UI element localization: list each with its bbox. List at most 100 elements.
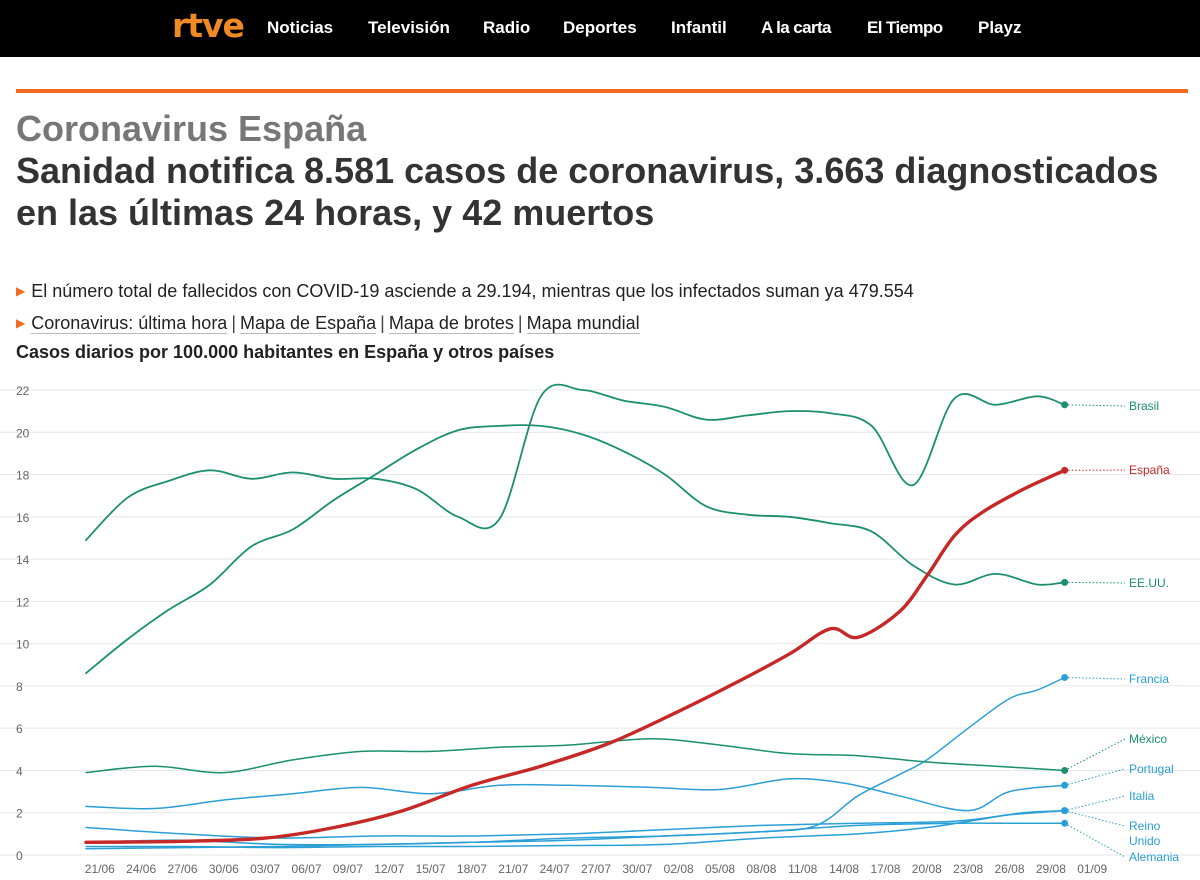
series-label-italia: Italia [1129, 789, 1155, 803]
link-separator: | [380, 313, 385, 333]
x-tick-label: 14/08 [829, 862, 859, 876]
x-tick-label: 21/07 [498, 862, 528, 876]
nav-item-playz[interactable]: Playz [978, 18, 1022, 37]
x-tick-label: 11/08 [788, 862, 817, 876]
series-line-portugal [85, 777, 1066, 812]
chart-series [84, 383, 1067, 850]
series-label-francia: Francia [1129, 672, 1169, 686]
series-label-ee-uu: EE.UU. [1129, 576, 1169, 590]
y-tick-label: 8 [16, 680, 23, 694]
leader-line-francia [1064, 676, 1126, 680]
x-tick-label: 02/08 [664, 862, 694, 876]
series-line-ee-uu [85, 383, 1066, 541]
x-tick-label: 17/08 [870, 862, 900, 876]
end-point-ee-uu [1061, 578, 1069, 586]
x-tick-label: 15/07 [416, 862, 446, 876]
chart-series-labels: Brasil España EE.UU. Francia México Portugal I… [1061, 399, 1179, 864]
nav-item-television[interactable]: Televisión [368, 18, 450, 37]
x-tick-label: 18/07 [457, 862, 487, 876]
x-tick-label: 30/07 [622, 862, 652, 876]
y-tick-label: 18 [16, 469, 30, 483]
end-point-mexico [1061, 766, 1069, 774]
series-label-part: Unido [1129, 834, 1161, 848]
x-tick-label: 08/08 [746, 862, 776, 876]
x-tick-label: 29/08 [1036, 862, 1066, 876]
x-tick-label: 23/08 [953, 862, 983, 876]
series-label-part: Reino [1129, 819, 1161, 833]
x-tick-label: 26/08 [994, 862, 1024, 876]
chart-grid: 0 2 4 6 8 10 12 14 16 18 20 22 21/06 24/06 27/06 30/06 0… [0, 384, 1200, 876]
y-tick-label: 6 [16, 722, 23, 736]
article-headline: Sanidad notifica 8.581 casos de coronavi… [16, 150, 1159, 233]
y-tick-label: 2 [16, 807, 23, 821]
series-label-portugal: Portugal [1129, 762, 1174, 776]
top-navigation-bar: rtve Noticias Televisión Radio Deportes … [0, 0, 1200, 57]
nav-item-noticias[interactable]: Noticias [267, 18, 334, 37]
x-tick-label: 27/07 [581, 862, 611, 876]
x-tick-label: 09/07 [333, 862, 363, 876]
y-tick-label: 20 [16, 426, 30, 440]
end-point-portugal [1061, 781, 1069, 789]
nav-item-deportes[interactable]: Deportes [563, 18, 637, 37]
y-tick-label: 10 [16, 638, 30, 652]
x-tick-label: 01/09 [1077, 862, 1107, 876]
nav-item-radio[interactable]: Radio [483, 18, 531, 37]
x-tick-label: 12/07 [374, 862, 404, 876]
x-tick-label: 21/06 [85, 862, 115, 876]
line-chart: 0 2 4 6 8 10 12 14 16 18 20 22 21/06 24/06 27/06 30/06 0… [0, 383, 1200, 876]
end-point-francia [1061, 673, 1069, 681]
end-point-brasil [1061, 401, 1069, 409]
leader-line-ee-uu [1064, 581, 1126, 584]
end-point-alemania [1061, 819, 1069, 827]
x-tick-label: 30/06 [209, 862, 239, 876]
link-mapa-brotes[interactable]: Mapa de brotes [388, 313, 514, 334]
x-tick-label: 27/06 [167, 862, 197, 876]
series-label-brasil: Brasil [1129, 399, 1159, 413]
nav-item-el-tiempo[interactable]: El Tiempo [867, 18, 943, 37]
y-tick-label: 12 [16, 595, 30, 609]
y-tick-label: 22 [16, 384, 30, 398]
series-label-mexico: México [1129, 732, 1167, 746]
nav-item-a-la-carta[interactable]: A la carta [761, 18, 832, 37]
bullet-arrow-icon: ▶ [16, 316, 26, 330]
link-mapa-mundial[interactable]: Mapa mundial [526, 313, 640, 334]
series-label-reino-unido: Reino Unido [1129, 819, 1161, 848]
leader-line-brasil [1064, 404, 1126, 407]
x-tick-label: 03/07 [250, 862, 280, 876]
link-ultima-hora[interactable]: Coronavirus: última hora [31, 313, 228, 334]
bullet-arrow-icon: ▶ [16, 284, 26, 298]
end-point-reino-unido [1061, 807, 1069, 815]
link-separator: | [231, 313, 237, 333]
y-tick-label: 16 [16, 511, 30, 525]
series-line-italia [85, 809, 1066, 849]
x-tick-label: 06/07 [292, 862, 322, 876]
series-label-espana: España [1129, 463, 1170, 477]
leader-line-mexico [1064, 738, 1126, 771]
summary-bullet: ▶ El número total de fallecidos con COVID… [16, 281, 914, 302]
series-label-alemania: Alemania [1129, 850, 1179, 864]
end-point-espana [1061, 466, 1069, 474]
series-line-espana [84, 468, 1067, 844]
section-title[interactable]: Coronavirus España [16, 108, 367, 149]
series-line-francia [85, 676, 1066, 850]
x-tick-label: 24/07 [540, 862, 570, 876]
y-tick-label: 4 [16, 764, 23, 778]
related-links: ▶ Coronavirus: última hora | Mapa de España… [16, 313, 640, 334]
link-mapa-espana[interactable]: Mapa de España [240, 313, 377, 334]
x-tick-label: 24/06 [126, 862, 156, 876]
link-separator: | [517, 313, 523, 333]
y-tick-label: 14 [16, 553, 30, 567]
section-divider [16, 89, 1188, 93]
summary-text: El número total de fallecidos con COVID-… [31, 281, 914, 301]
leader-line-alemania [1064, 822, 1126, 858]
series-line-brasil [85, 424, 1066, 675]
leader-line-italia [1064, 795, 1126, 812]
rtve-logo[interactable]: rtve [172, 6, 245, 45]
x-tick-label: 05/08 [705, 862, 735, 876]
x-tick-label: 20/08 [912, 862, 942, 876]
leader-line-portugal [1064, 768, 1126, 786]
nav-item-infantil[interactable]: Infantil [671, 18, 727, 37]
series-line-mexico [85, 738, 1066, 774]
y-tick-label: 0 [16, 849, 23, 863]
chart-title: Casos diarios por 100.000 habitantes en … [16, 342, 555, 362]
